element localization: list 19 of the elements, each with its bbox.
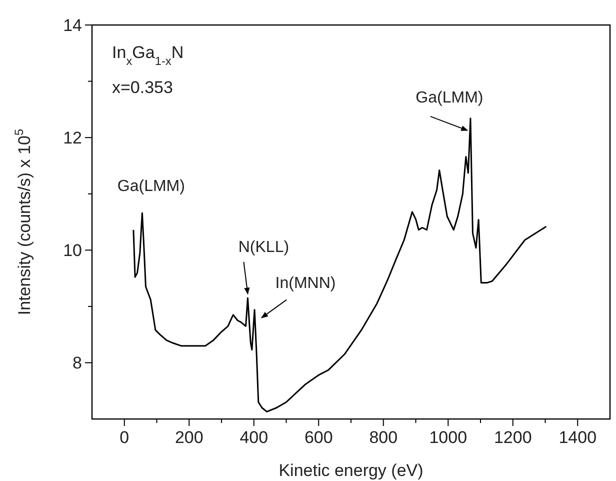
annotation: In(MNN) xyxy=(275,274,336,292)
x-tick-label: 1400 xyxy=(558,428,597,447)
x-tick-label: 200 xyxy=(174,428,204,447)
y-tick-label: 8 xyxy=(72,354,82,373)
annotation: In$_{x}$Ga$_{1-x}$N xyxy=(112,43,184,68)
annotation: x=0.353 xyxy=(112,78,173,97)
x-tick-label: 1000 xyxy=(429,428,468,447)
x-tick-label: 0 xyxy=(120,428,130,447)
y-tick-label: 14 xyxy=(63,16,82,35)
x-tick-label: 400 xyxy=(240,428,268,447)
y-tick-label: 12 xyxy=(63,128,82,148)
x-axis-title: Kinetic energy (eV) xyxy=(278,461,424,480)
annotation: Ga(LMM) xyxy=(416,89,484,106)
annotation: N(KLL) xyxy=(238,238,290,256)
x-tick-label: 600 xyxy=(304,428,333,447)
x-tick-label: 1200 xyxy=(494,428,532,447)
annotation: Ga(LMM) xyxy=(117,178,185,195)
x-tick-label: 800 xyxy=(369,428,398,447)
y-tick-label: 10 xyxy=(63,241,82,260)
